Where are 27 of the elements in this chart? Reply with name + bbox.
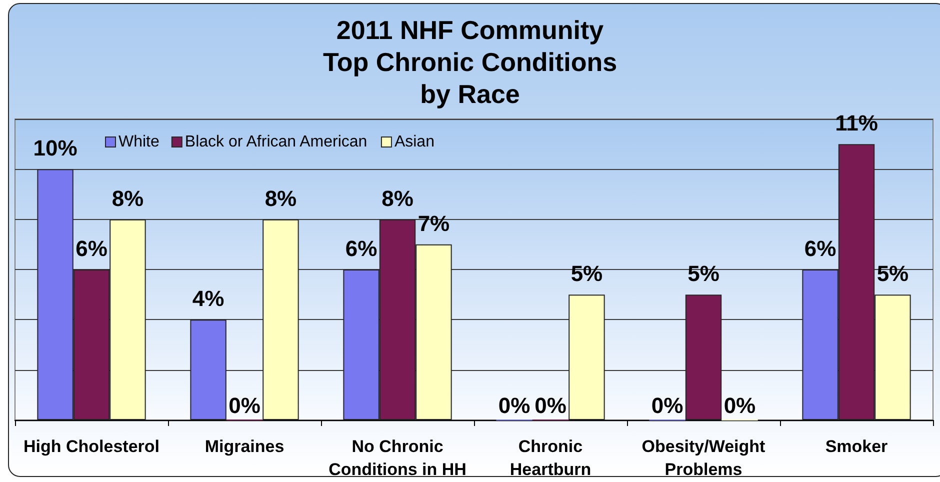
data-label: 0%: [534, 393, 566, 418]
data-label: 0%: [724, 393, 756, 418]
data-label: 8%: [264, 186, 297, 211]
data-label: 6%: [804, 236, 836, 261]
chart-title: 2011 NHF Community Top Chronic Conditions by Race: [322, 15, 618, 109]
data-label: 6%: [76, 236, 108, 261]
x-tick-label: High Cholesterol: [23, 437, 160, 456]
legend-label: Asian: [394, 134, 434, 150]
bar: [685, 294, 722, 420]
x-tick-label: Smoker: [825, 437, 888, 456]
x-tick-label: Obesity/Weight Problems: [642, 437, 766, 479]
bar: [568, 294, 605, 420]
data-label: 10%: [33, 136, 78, 161]
data-label: 4%: [192, 286, 224, 312]
data-label: 0%: [651, 393, 684, 418]
data-label: 8%: [112, 186, 144, 211]
x-tick-label: Migraines: [204, 437, 284, 456]
legend-label: White: [118, 134, 160, 150]
x-tick-label: Chronic Heartburn: [510, 437, 592, 479]
data-label: 0%: [498, 393, 530, 418]
x-tick-label: No Chronic Conditions in HH: [328, 437, 466, 479]
data-label: 6%: [345, 236, 378, 261]
legend-label: Black or African American: [184, 134, 368, 150]
data-label: 8%: [382, 186, 414, 211]
data-label: 0%: [228, 393, 260, 418]
bar: [190, 320, 226, 420]
bar: [262, 219, 299, 420]
